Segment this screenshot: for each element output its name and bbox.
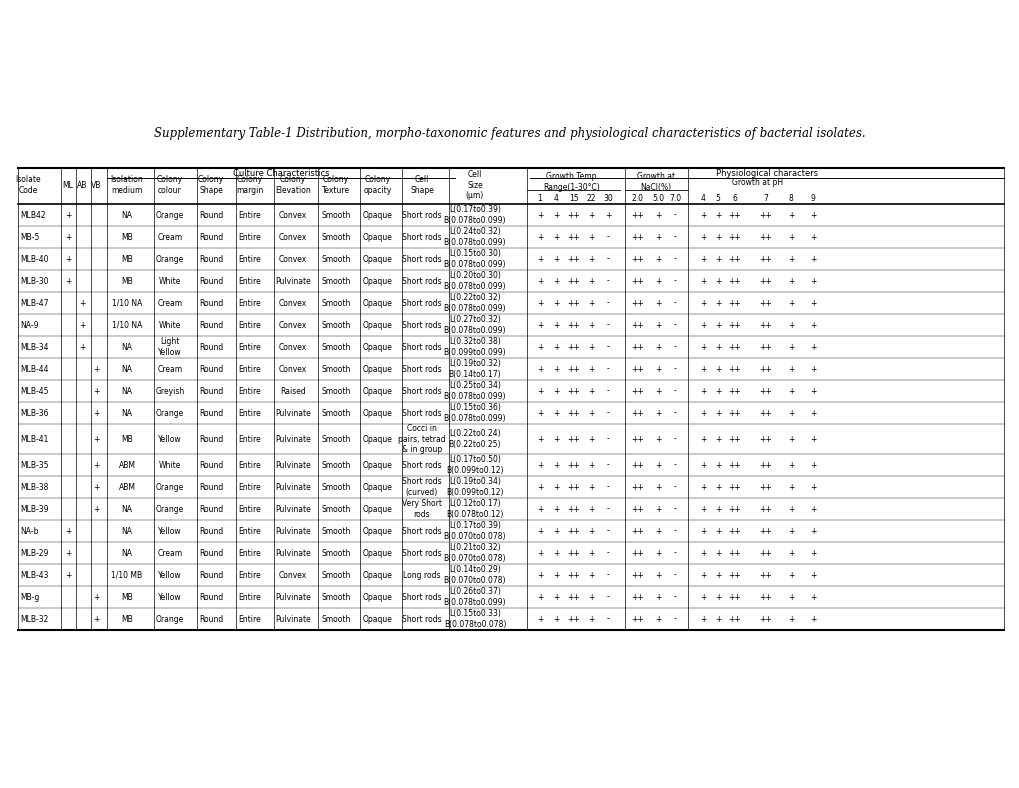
Text: Smooth: Smooth — [321, 386, 351, 396]
Text: -: - — [673, 232, 676, 241]
Text: Orange: Orange — [156, 482, 184, 492]
Text: -: - — [673, 299, 676, 307]
Text: +: + — [787, 232, 794, 241]
Text: Short rods: Short rods — [401, 277, 441, 285]
Text: MLB-40: MLB-40 — [20, 255, 49, 263]
Text: MB-5: MB-5 — [20, 232, 40, 241]
Text: ++: ++ — [759, 434, 771, 444]
Text: Convex: Convex — [278, 299, 307, 307]
Text: 5.0: 5.0 — [651, 194, 663, 203]
Text: -: - — [673, 504, 676, 514]
Text: Pulvinate: Pulvinate — [275, 593, 311, 601]
Text: Opaque: Opaque — [363, 299, 392, 307]
Text: ++: ++ — [631, 571, 644, 579]
Text: Cream: Cream — [157, 548, 182, 557]
Text: +: + — [536, 548, 543, 557]
Text: MLB-32: MLB-32 — [20, 615, 48, 623]
Text: Short rods: Short rods — [401, 210, 441, 220]
Text: Opaque: Opaque — [363, 386, 392, 396]
Text: -: - — [606, 408, 608, 418]
Text: Entire: Entire — [238, 321, 261, 329]
Text: ++: ++ — [728, 571, 741, 579]
Text: Opaque: Opaque — [363, 548, 392, 557]
Text: +: + — [787, 365, 794, 374]
Text: L(0.15to0.33)
B(0.078to0.078): L(0.15to0.33) B(0.078to0.078) — [443, 609, 505, 629]
Text: Round: Round — [199, 526, 223, 536]
Text: +: + — [654, 386, 660, 396]
Text: +: + — [787, 460, 794, 470]
Text: 4: 4 — [553, 194, 557, 203]
Text: ++: ++ — [567, 571, 580, 579]
Text: Round: Round — [199, 593, 223, 601]
Text: +: + — [787, 343, 794, 351]
Text: Opaque: Opaque — [363, 504, 392, 514]
Text: +: + — [654, 526, 660, 536]
Text: NA: NA — [121, 408, 132, 418]
Text: +: + — [552, 408, 558, 418]
Text: L(0.17to0.39)
B(0.070to0.078): L(0.17to0.39) B(0.070to0.078) — [443, 522, 505, 541]
Text: Short rods
(curved): Short rods (curved) — [401, 478, 441, 496]
Text: +: + — [536, 299, 543, 307]
Text: +: + — [699, 593, 705, 601]
Text: ++: ++ — [567, 615, 580, 623]
Text: +: + — [654, 408, 660, 418]
Text: ++: ++ — [567, 408, 580, 418]
Text: Convex: Convex — [278, 365, 307, 374]
Text: Colony
Texture: Colony Texture — [322, 175, 350, 195]
Text: +: + — [536, 386, 543, 396]
Text: +: + — [587, 434, 594, 444]
Text: +: + — [787, 255, 794, 263]
Text: +: + — [552, 299, 558, 307]
Text: +: + — [787, 299, 794, 307]
Text: +: + — [714, 255, 720, 263]
Text: -: - — [606, 365, 608, 374]
Text: L(0.17to0.50)
B(0.099to0.12): L(0.17to0.50) B(0.099to0.12) — [446, 455, 503, 474]
Text: +: + — [787, 386, 794, 396]
Text: ++: ++ — [631, 615, 644, 623]
Text: Short rods: Short rods — [401, 615, 441, 623]
Text: ++: ++ — [631, 210, 644, 220]
Text: 2.0: 2.0 — [632, 194, 643, 203]
Text: MLB-43: MLB-43 — [20, 571, 49, 579]
Text: +: + — [93, 460, 99, 470]
Text: Smooth: Smooth — [321, 343, 351, 351]
Text: Round: Round — [199, 460, 223, 470]
Text: ++: ++ — [759, 408, 771, 418]
Text: MLB-29: MLB-29 — [20, 548, 48, 557]
Text: +: + — [654, 277, 660, 285]
Text: 5: 5 — [715, 194, 719, 203]
Text: +: + — [604, 210, 610, 220]
Text: +: + — [787, 571, 794, 579]
Text: +: + — [809, 386, 815, 396]
Text: ++: ++ — [728, 526, 741, 536]
Text: Entire: Entire — [238, 365, 261, 374]
Text: +: + — [654, 365, 660, 374]
Text: ++: ++ — [631, 386, 644, 396]
Text: +: + — [65, 571, 71, 579]
Text: Smooth: Smooth — [321, 526, 351, 536]
Text: +: + — [654, 255, 660, 263]
Text: +: + — [587, 548, 594, 557]
Text: +: + — [536, 460, 543, 470]
Text: ++: ++ — [728, 386, 741, 396]
Text: ++: ++ — [567, 365, 580, 374]
Text: Opaque: Opaque — [363, 434, 392, 444]
Text: +: + — [587, 504, 594, 514]
Text: +: + — [699, 255, 705, 263]
Text: Entire: Entire — [238, 277, 261, 285]
Text: -: - — [673, 615, 676, 623]
Text: ML: ML — [62, 180, 73, 189]
Text: MLB-45: MLB-45 — [20, 386, 49, 396]
Text: +: + — [699, 386, 705, 396]
Text: MLB-34: MLB-34 — [20, 343, 49, 351]
Text: Smooth: Smooth — [321, 460, 351, 470]
Text: +: + — [552, 255, 558, 263]
Text: +: + — [654, 299, 660, 307]
Text: +: + — [699, 408, 705, 418]
Text: ++: ++ — [631, 460, 644, 470]
Text: ++: ++ — [728, 593, 741, 601]
Text: +: + — [787, 408, 794, 418]
Text: Short rods: Short rods — [401, 365, 441, 374]
Text: ++: ++ — [759, 255, 771, 263]
Text: +: + — [552, 571, 558, 579]
